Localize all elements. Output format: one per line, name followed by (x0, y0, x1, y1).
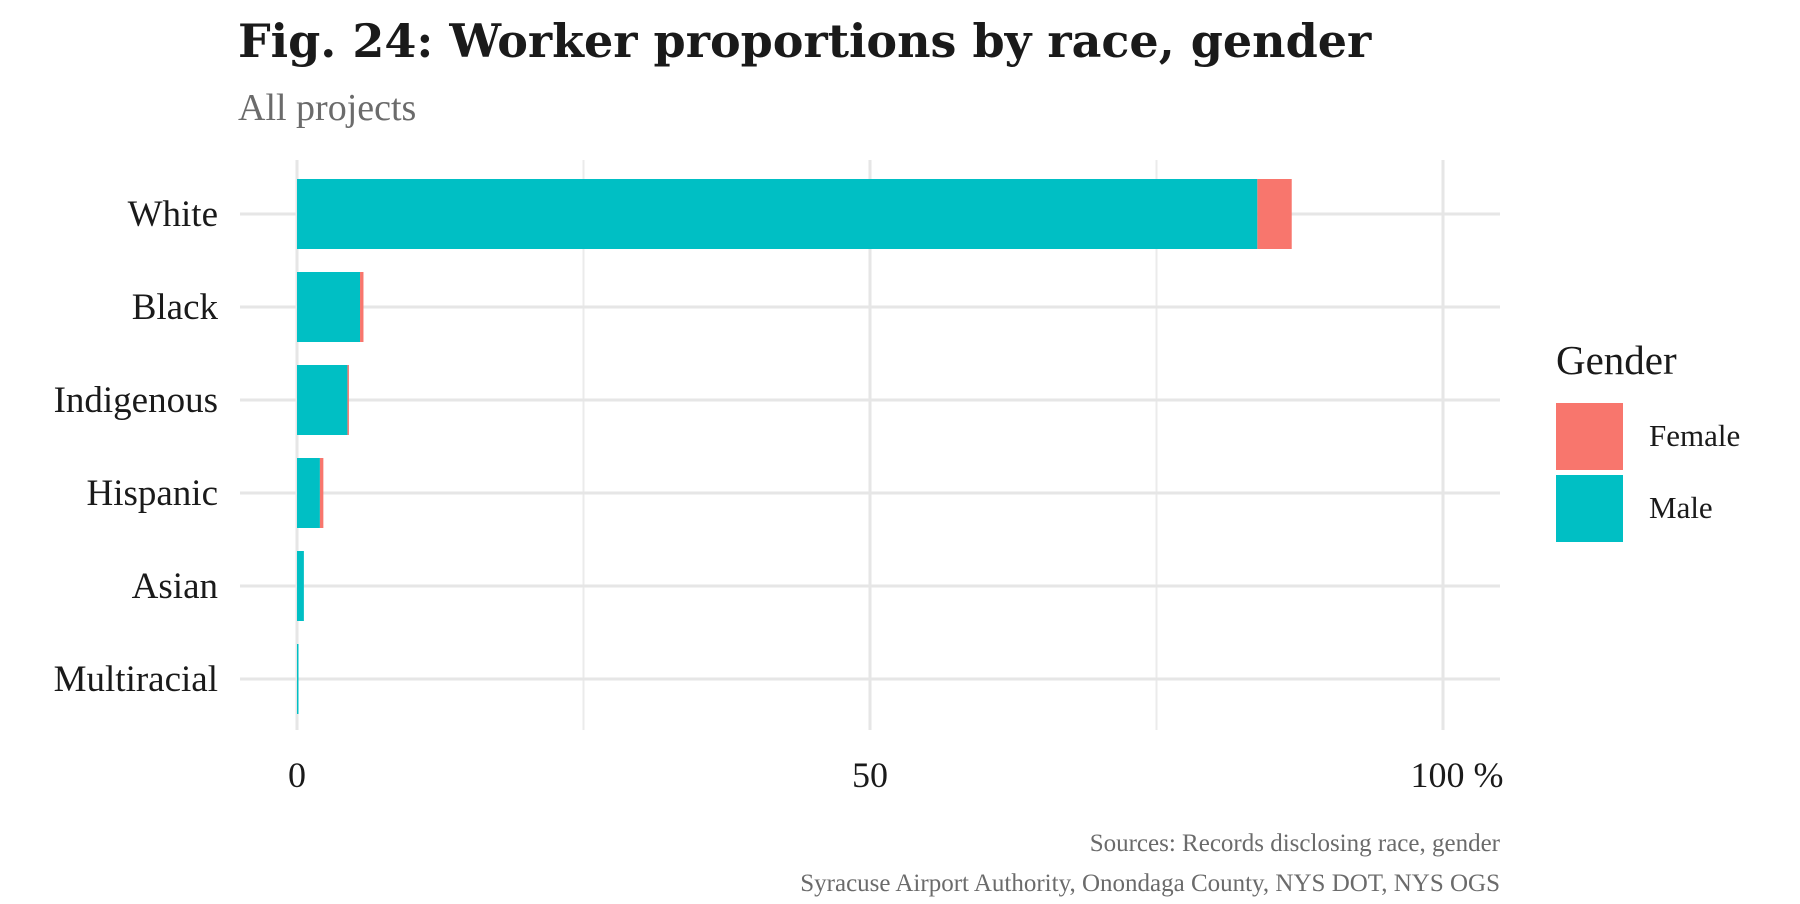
bar-indigenous-female (347, 365, 349, 435)
chart-title: Fig. 24: Worker proportions by race, gen… (238, 14, 1372, 68)
bar-hispanic-female (319, 458, 324, 528)
legend: Gender Female Male (1556, 336, 1740, 544)
chart-subtitle: All projects (238, 87, 417, 129)
legend-item-female: Female (1556, 400, 1740, 472)
bar-multiracial-male (297, 644, 299, 714)
category-label-white: White (128, 194, 218, 235)
bar-black-male (297, 272, 361, 342)
category-label-asian: Asian (132, 566, 218, 607)
caption-sources: Sources: Records disclosing race, gender (1089, 830, 1500, 857)
bars (297, 179, 1292, 714)
bar-black-female (360, 272, 364, 342)
legend-swatch-female (1556, 402, 1623, 470)
bar-hispanic-male (297, 458, 320, 528)
bar-indigenous-male (297, 365, 348, 435)
category-label-indigenous: Indigenous (54, 380, 218, 421)
legend-swatch-male (1556, 474, 1623, 542)
caption-agencies: Syracuse Airport Authority, Onondaga Cou… (800, 870, 1500, 897)
legend-item-male: Male (1556, 472, 1740, 544)
bar-white-female (1257, 179, 1292, 249)
category-label-multiracial: Multiracial (54, 659, 218, 700)
category-label-black: Black (132, 287, 219, 328)
y-axis-categories: White Black Indigenous Hispanic Asian Multira… (54, 194, 219, 700)
chart-caption: Sources: Records disclosing race, gender… (800, 824, 1500, 904)
bar-asian-male (297, 551, 304, 621)
x-tick-label-0: 0 (288, 755, 306, 795)
x-tick-label-100-: 100 % (1411, 755, 1504, 795)
legend-label-female: Female (1649, 418, 1741, 453)
x-axis-ticks: 0 50 100 % (288, 755, 1504, 795)
category-label-hispanic: Hispanic (86, 473, 218, 514)
x-tick-label-50: 50 (852, 755, 888, 795)
bar-white-male (297, 179, 1258, 249)
legend-label-male: Male (1649, 490, 1713, 525)
legend-title: Gender (1556, 337, 1677, 383)
